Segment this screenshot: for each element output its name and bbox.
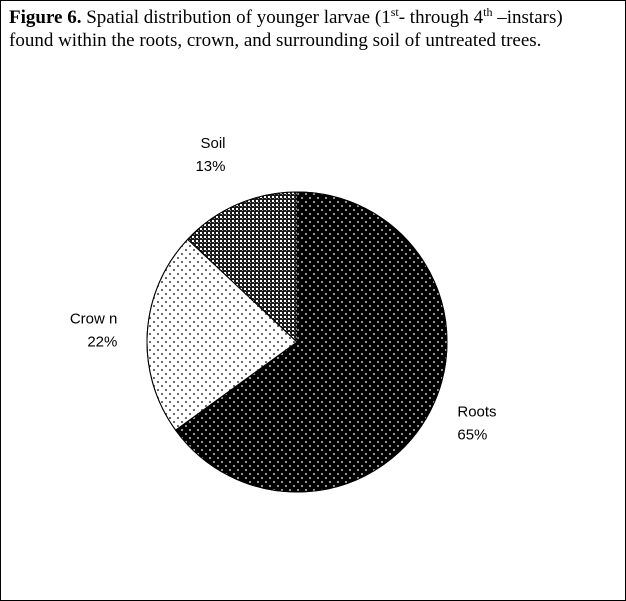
pie-slice-pattern <box>186 191 298 344</box>
slice-label: Roots <box>457 404 496 421</box>
caption-run: Spatial distribution of younger larvae (… <box>81 7 391 28</box>
pie-slice-pattern <box>174 191 448 493</box>
slice-label: Crow n <box>70 311 118 328</box>
caption: Figure 6. Spatial distribution of younge… <box>9 6 609 52</box>
caption-superscript: th <box>483 5 493 19</box>
caption-text: Spatial distribution of younger larvae (… <box>9 5 563 51</box>
caption-superscript: st <box>390 5 399 19</box>
slice-value-label: 65% <box>457 427 487 444</box>
slice-label: Soil <box>200 135 225 152</box>
caption-run: - through 4 <box>398 7 484 28</box>
caption-label: Figure 6. <box>9 7 82 28</box>
slice-value-label: 22% <box>87 334 117 351</box>
caption-run: –instars) found within the roots, crown,… <box>9 7 563 51</box>
pie-slice-pattern <box>146 238 298 431</box>
slice-value-label: 13% <box>195 158 225 175</box>
